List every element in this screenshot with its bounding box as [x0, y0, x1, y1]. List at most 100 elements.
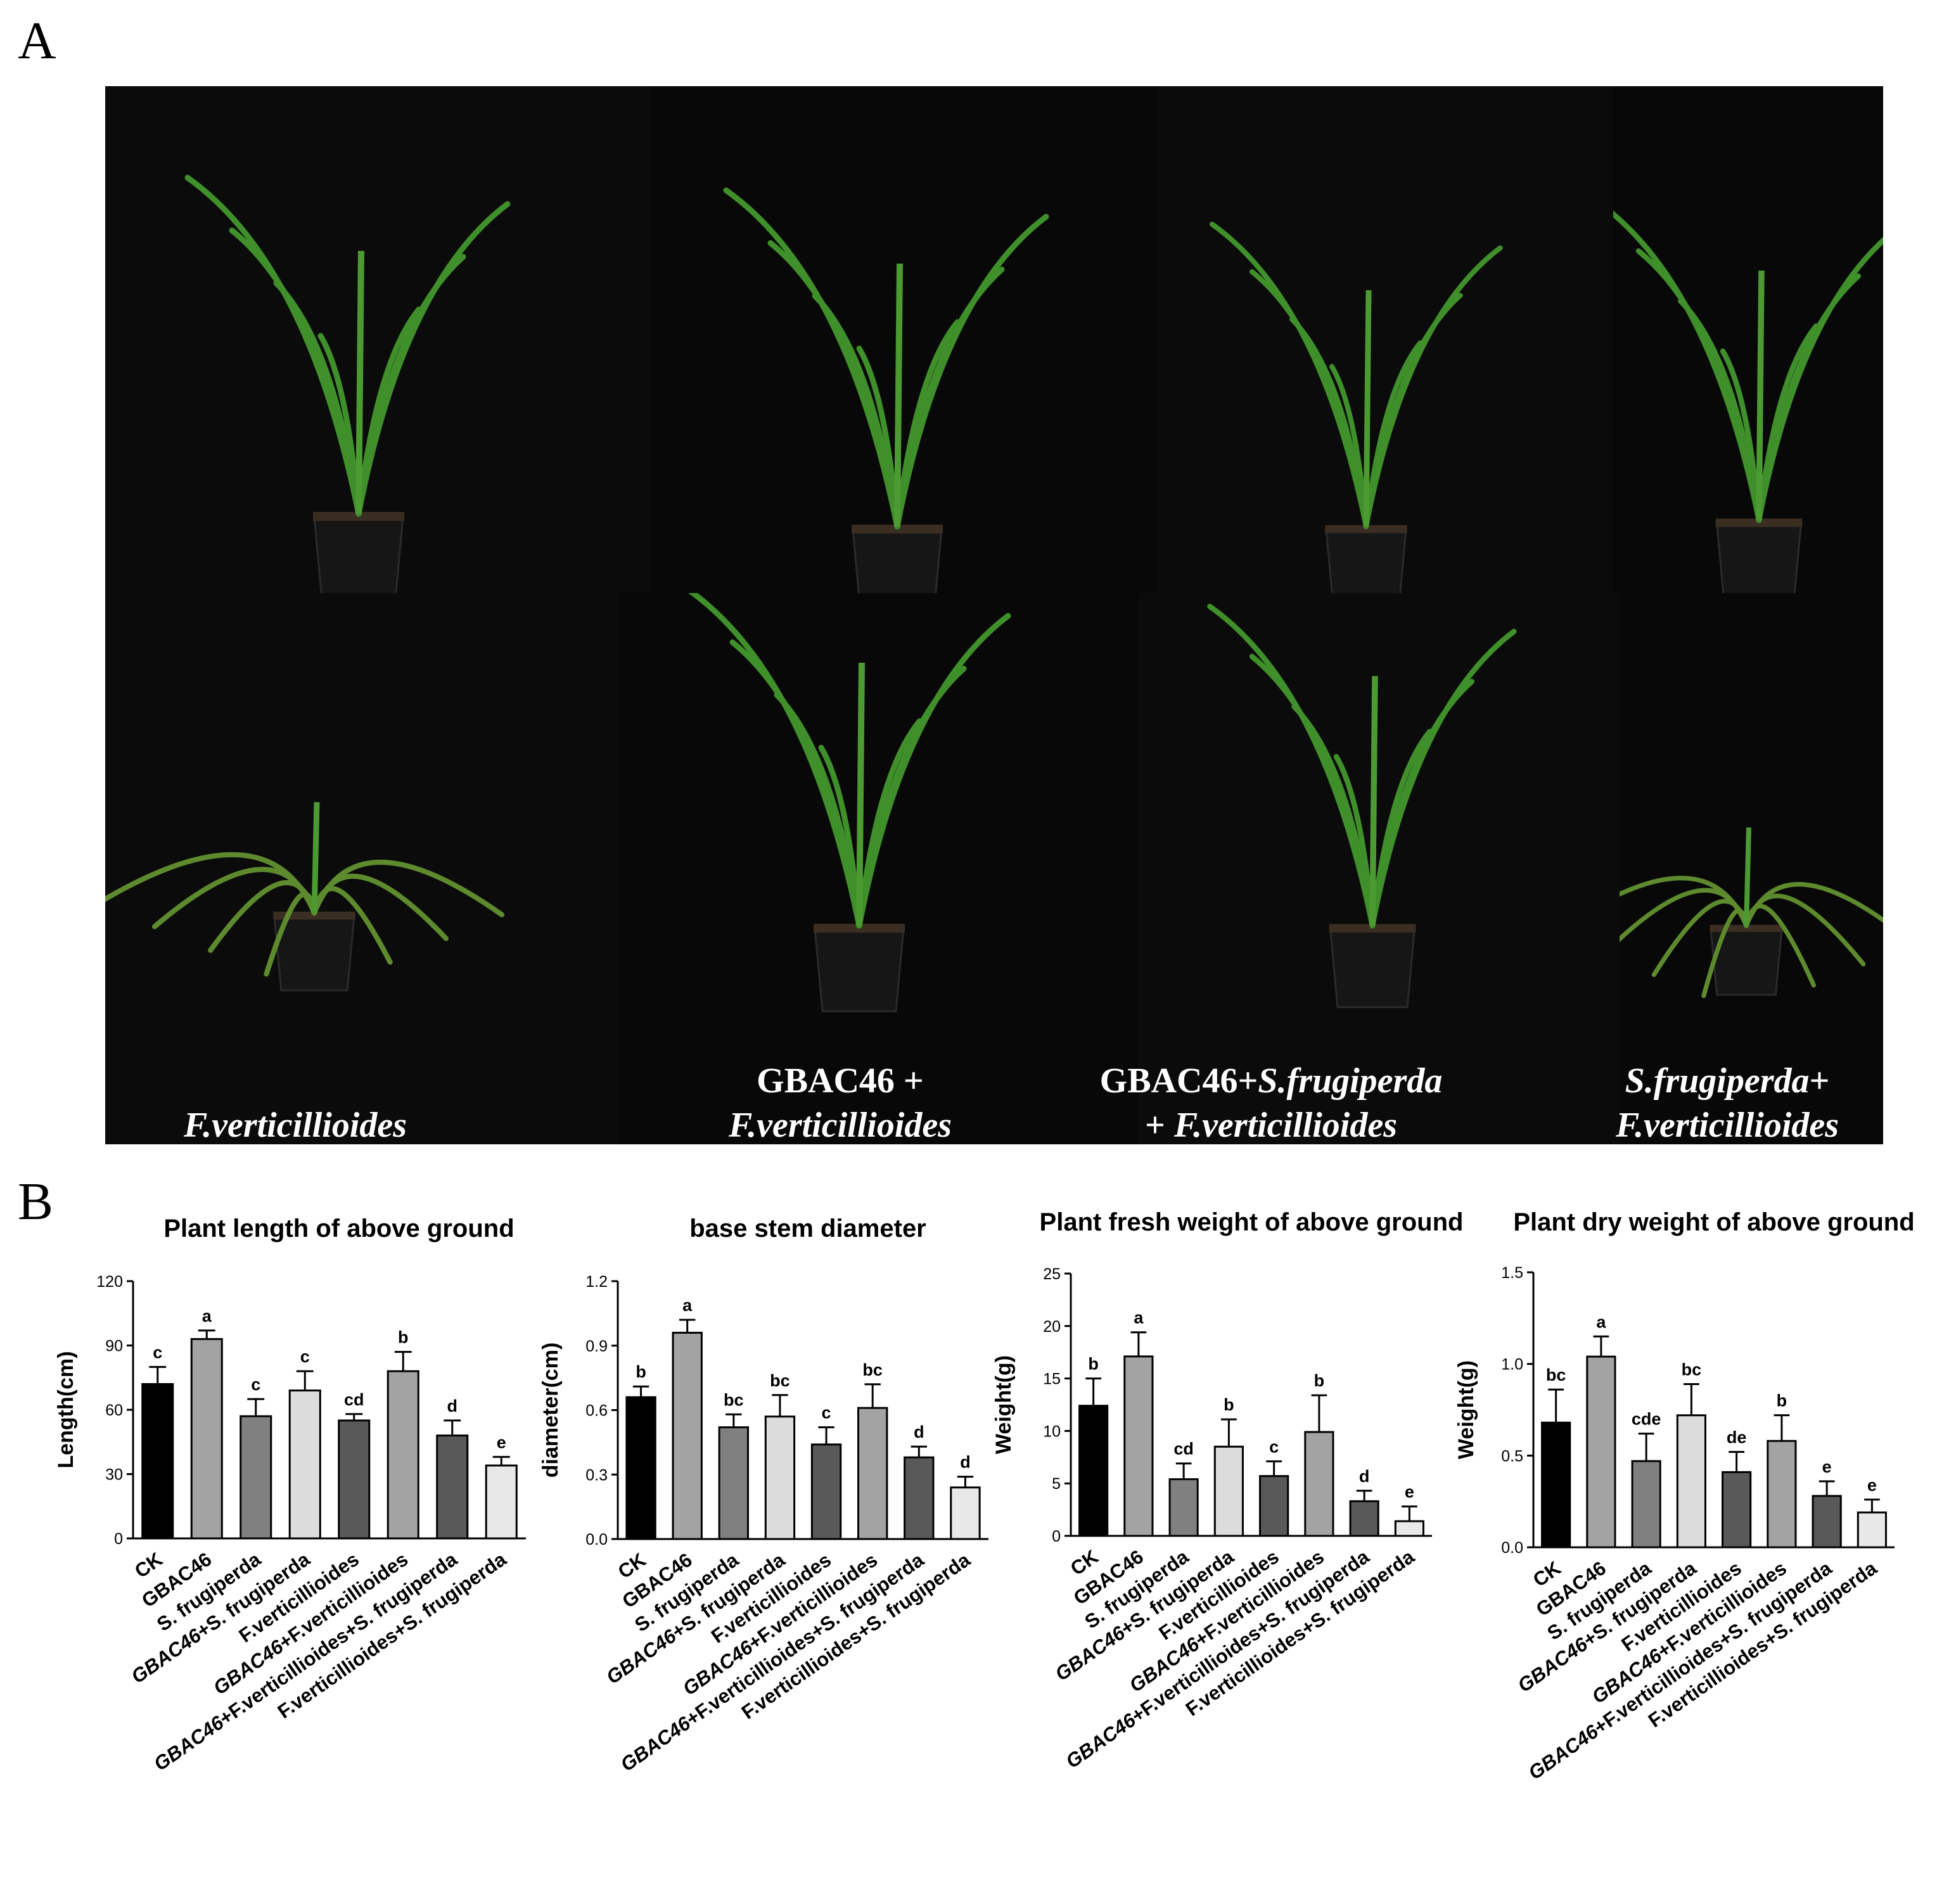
bar — [1857, 1511, 1887, 1549]
significance-letter: cde — [1632, 1410, 1661, 1429]
significance-letter: d — [960, 1453, 971, 1472]
significance-letter: a — [682, 1296, 693, 1315]
bar — [338, 1419, 371, 1540]
plant-illustration — [1207, 603, 1517, 1008]
panel-label-b: B — [18, 1172, 54, 1231]
bar — [1586, 1355, 1616, 1549]
bar — [1631, 1460, 1661, 1549]
plant-illustration — [1620, 827, 1883, 999]
significance-letter: e — [1405, 1483, 1414, 1502]
chart-title: Plant dry weight of above ground — [1513, 1208, 1914, 1236]
y-tick-label: 0.0 — [585, 1531, 608, 1549]
y-tick-label: 1.0 — [1501, 1356, 1523, 1374]
bar — [1304, 1431, 1334, 1537]
plant-photo-panel: CKGBAC46S.frugiperdaGBAC46+S.frugiperdaF… — [105, 86, 1883, 1145]
significance-letter: e — [1867, 1476, 1877, 1495]
plant-illustration — [1209, 221, 1503, 593]
bar — [1541, 1421, 1571, 1549]
plant-illustration — [688, 593, 1011, 1013]
significance-letter: bc — [1546, 1365, 1566, 1384]
photo-caption-fv: F.verticillioides — [183, 1106, 407, 1145]
significance-letter: de — [1727, 1428, 1747, 1447]
photo-caption-gbac-sf-fv: GBAC46+S.frugiperda + F.verticillioides — [1099, 1061, 1443, 1145]
plant-photo-ck — [105, 86, 650, 593]
bar — [810, 1443, 842, 1540]
plant-photo-gbac-sf — [1613, 86, 1883, 593]
y-tick-label: 0.0 — [1501, 1539, 1523, 1557]
bar — [1123, 1355, 1154, 1537]
significance-letter: c — [822, 1403, 831, 1422]
significance-letter: c — [153, 1343, 162, 1362]
plant-photo-sf — [1157, 86, 1613, 593]
y-tick-label: 25 — [1043, 1265, 1061, 1283]
pot — [814, 928, 905, 1013]
chart-title: Plant length of above ground — [163, 1215, 514, 1243]
significance-letter: b — [1777, 1391, 1787, 1410]
significance-letter: a — [1134, 1308, 1144, 1327]
bar-chart-2: base stem diameter diameter(cm) 0.0 0.3 0.6 0… — [539, 1215, 988, 1776]
y-axis-label: Length(cm) — [54, 1351, 78, 1468]
chart-title: Plant fresh weight of above ground — [1040, 1208, 1464, 1236]
y-tick-label: 10 — [1043, 1422, 1061, 1440]
bar-chart-3: Plant fresh weight of above ground Weight… — [992, 1208, 1464, 1773]
significance-letter: bc — [862, 1360, 883, 1379]
bar — [625, 1396, 656, 1540]
significance-letter: b — [398, 1328, 409, 1347]
significance-letter: bc — [1682, 1360, 1702, 1379]
y-tick-label: 5 — [1052, 1475, 1061, 1493]
y-tick-label: 0 — [114, 1530, 123, 1548]
bar — [1259, 1475, 1289, 1537]
plant-photo-sf-fv — [1620, 593, 1883, 1144]
bar — [1349, 1500, 1379, 1537]
chart-title: base stem diameter — [689, 1215, 926, 1243]
bar — [764, 1415, 796, 1540]
bar — [240, 1415, 272, 1540]
bar — [1722, 1471, 1752, 1549]
y-tick-label: 0.6 — [585, 1402, 608, 1420]
significance-letter: c — [1269, 1437, 1279, 1456]
bar — [950, 1486, 981, 1540]
plant-illustration — [184, 174, 511, 593]
pot — [313, 516, 404, 593]
bar — [857, 1407, 888, 1540]
y-tick-label: 1.2 — [585, 1273, 608, 1291]
y-tick-label: 0.9 — [585, 1338, 608, 1355]
significance-letter: c — [251, 1375, 260, 1394]
significance-letter: bc — [770, 1371, 790, 1390]
plant-illustration — [723, 187, 1049, 593]
bar — [387, 1370, 419, 1540]
significance-letter: d — [914, 1422, 924, 1441]
significance-letter: cd — [344, 1390, 364, 1409]
plant-photo-gbac-sf-fv — [1138, 593, 1620, 1144]
y-tick-label: 0.5 — [1501, 1447, 1523, 1465]
bar-chart-4: Plant dry weight of above ground Weight(g… — [1454, 1208, 1915, 1784]
significance-letter: b — [1088, 1355, 1099, 1374]
pot — [1325, 528, 1407, 593]
significance-letter: a — [1596, 1312, 1606, 1331]
bar — [1394, 1520, 1424, 1537]
y-axis-label: diameter(cm) — [539, 1343, 563, 1478]
bar-charts-panel: Plant length of above ground Length(cm) 0 3… — [0, 1191, 1937, 1904]
y-tick-label: 15 — [1043, 1370, 1061, 1388]
y-tick-label: 1.5 — [1501, 1264, 1523, 1282]
y-tick-label: 20 — [1043, 1318, 1061, 1336]
bar — [672, 1331, 703, 1540]
pot — [273, 915, 355, 992]
y-tick-label: 0.3 — [585, 1466, 608, 1484]
plant-illustration — [105, 802, 505, 992]
bar — [1168, 1478, 1199, 1537]
significance-letter: b — [1224, 1395, 1234, 1414]
significance-letter: bc — [724, 1390, 744, 1409]
pot — [1329, 928, 1416, 1008]
bar — [1213, 1445, 1244, 1537]
significance-letter: a — [202, 1307, 212, 1326]
y-tick-label: 30 — [105, 1466, 123, 1484]
bar — [141, 1383, 174, 1540]
significance-letter: b — [636, 1362, 646, 1381]
y-tick-label: 0 — [1052, 1528, 1061, 1545]
bar — [1812, 1495, 1842, 1549]
y-axis-label: Weight(g) — [1454, 1360, 1478, 1459]
plant-illustration — [1613, 210, 1883, 593]
y-tick-label: 90 — [105, 1338, 123, 1355]
bar — [904, 1456, 935, 1540]
